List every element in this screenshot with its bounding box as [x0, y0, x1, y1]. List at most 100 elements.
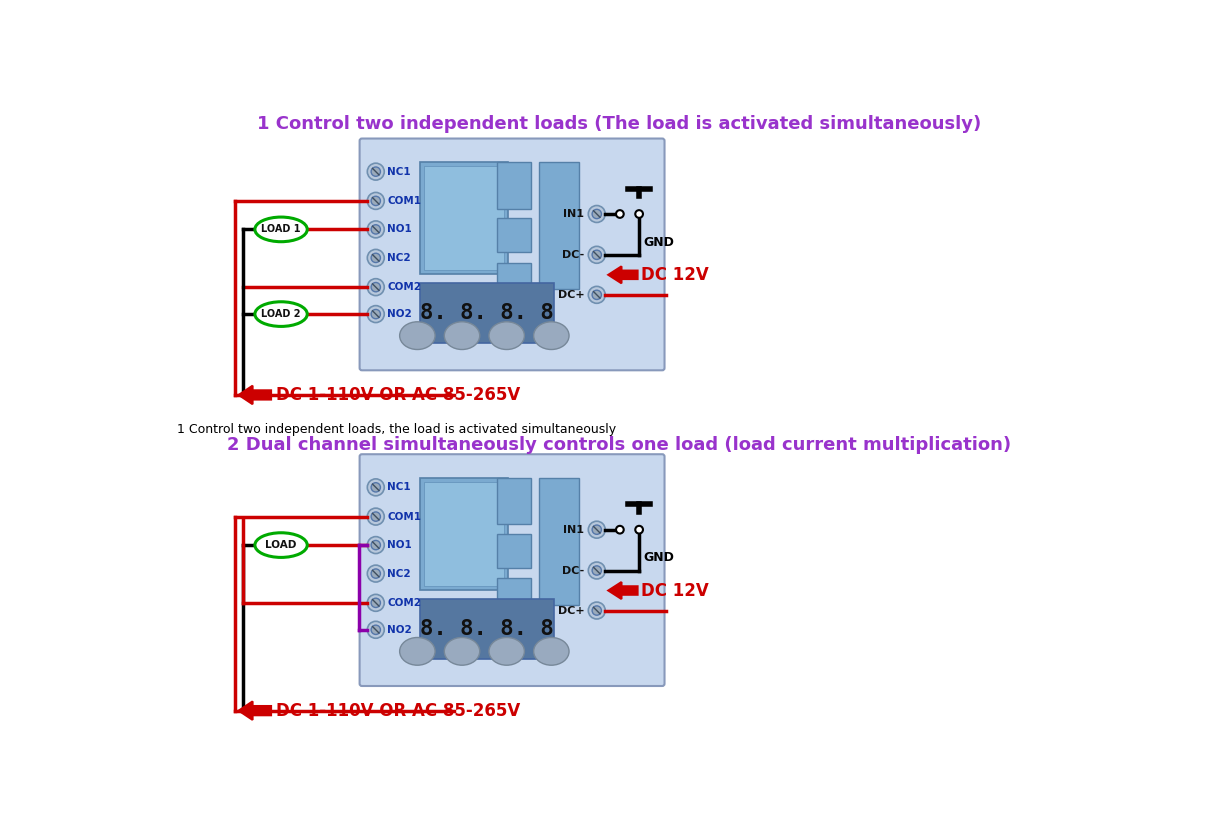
Bar: [539, 162, 579, 290]
Ellipse shape: [445, 638, 480, 665]
Text: DC 1-110V OR AC 85-265V: DC 1-110V OR AC 85-265V: [275, 701, 519, 720]
Circle shape: [371, 598, 381, 607]
Circle shape: [371, 253, 381, 263]
Circle shape: [592, 250, 602, 260]
Ellipse shape: [255, 217, 307, 242]
Polygon shape: [239, 386, 271, 404]
Circle shape: [616, 526, 623, 533]
Text: DC 1-110V OR AC 85-265V: DC 1-110V OR AC 85-265V: [275, 386, 519, 404]
Circle shape: [367, 565, 384, 582]
FancyBboxPatch shape: [360, 139, 664, 370]
Circle shape: [371, 569, 381, 578]
Circle shape: [367, 508, 384, 525]
Circle shape: [367, 163, 384, 180]
Polygon shape: [609, 582, 638, 599]
Text: COM1: COM1: [388, 196, 422, 206]
Text: LOAD 2: LOAD 2: [261, 309, 301, 319]
Circle shape: [371, 483, 381, 492]
Text: DC-: DC-: [562, 249, 585, 260]
Circle shape: [592, 209, 602, 218]
Ellipse shape: [445, 322, 480, 349]
Bar: [496, 533, 532, 568]
Circle shape: [371, 282, 381, 291]
Text: DC 12V: DC 12V: [640, 581, 708, 600]
Bar: [496, 162, 532, 208]
Text: NC2: NC2: [388, 253, 411, 263]
Text: IN1: IN1: [563, 525, 585, 535]
Bar: [496, 262, 532, 301]
Ellipse shape: [489, 322, 524, 349]
Bar: [539, 478, 579, 605]
Ellipse shape: [534, 638, 569, 665]
Circle shape: [367, 479, 384, 496]
Circle shape: [367, 249, 384, 266]
Bar: [419, 599, 554, 659]
Text: 2 Dual channel simultaneously controls one load (load current multiplication): 2 Dual channel simultaneously controls o…: [227, 436, 1011, 454]
Text: NC2: NC2: [388, 569, 411, 579]
Circle shape: [371, 540, 381, 549]
FancyBboxPatch shape: [360, 454, 664, 686]
Circle shape: [588, 521, 605, 538]
Circle shape: [588, 286, 605, 303]
Text: 8. 8. 8. 8: 8. 8. 8. 8: [420, 303, 554, 323]
Text: 8. 8. 8. 8: 8. 8. 8. 8: [420, 619, 554, 639]
Ellipse shape: [400, 322, 435, 349]
Ellipse shape: [255, 533, 307, 558]
Circle shape: [371, 197, 381, 206]
Circle shape: [367, 622, 384, 638]
Circle shape: [371, 167, 381, 176]
Circle shape: [367, 279, 384, 296]
Ellipse shape: [400, 638, 435, 665]
Text: DC+: DC+: [558, 290, 585, 300]
Text: LOAD: LOAD: [266, 540, 297, 550]
Circle shape: [371, 309, 381, 318]
Text: COM2: COM2: [388, 282, 422, 292]
Text: NO2: NO2: [388, 625, 412, 635]
Ellipse shape: [255, 302, 307, 327]
Text: DC 12V: DC 12V: [640, 265, 708, 284]
Circle shape: [635, 526, 643, 533]
Text: 1 Control two independent loads (The load is activated simultaneously): 1 Control two independent loads (The loa…: [257, 114, 981, 133]
Ellipse shape: [489, 638, 524, 665]
Ellipse shape: [534, 322, 569, 349]
Polygon shape: [609, 266, 638, 283]
Bar: [496, 478, 532, 524]
Circle shape: [367, 537, 384, 554]
Circle shape: [371, 225, 381, 234]
Text: 1 Control two independent loads, the load is activated simultaneously: 1 Control two independent loads, the loa…: [178, 423, 616, 436]
Circle shape: [616, 210, 623, 218]
Text: GND: GND: [643, 236, 674, 249]
Bar: [424, 166, 505, 270]
Circle shape: [588, 602, 605, 619]
Bar: [419, 478, 509, 590]
Text: NC1: NC1: [388, 166, 411, 176]
Circle shape: [592, 566, 602, 575]
Text: NO1: NO1: [388, 540, 412, 550]
Bar: [419, 162, 509, 274]
Circle shape: [588, 562, 605, 579]
Text: LOAD 1: LOAD 1: [261, 224, 301, 234]
Text: GND: GND: [643, 551, 674, 564]
Circle shape: [592, 525, 602, 534]
Text: IN1: IN1: [563, 209, 585, 219]
Bar: [419, 283, 554, 344]
Circle shape: [367, 595, 384, 612]
Bar: [496, 218, 532, 253]
Text: DC-: DC-: [562, 565, 585, 575]
Text: NO2: NO2: [388, 309, 412, 319]
Circle shape: [588, 246, 605, 263]
Text: COM1: COM1: [388, 512, 422, 522]
Circle shape: [592, 290, 602, 300]
Circle shape: [371, 625, 381, 634]
Circle shape: [367, 221, 384, 238]
Bar: [496, 578, 532, 617]
Circle shape: [588, 206, 605, 223]
Circle shape: [367, 306, 384, 323]
Text: DC+: DC+: [558, 606, 585, 616]
Bar: [424, 482, 505, 586]
Text: NO1: NO1: [388, 224, 412, 234]
Text: COM2: COM2: [388, 598, 422, 608]
Polygon shape: [239, 701, 271, 720]
Circle shape: [371, 512, 381, 522]
Circle shape: [367, 192, 384, 209]
